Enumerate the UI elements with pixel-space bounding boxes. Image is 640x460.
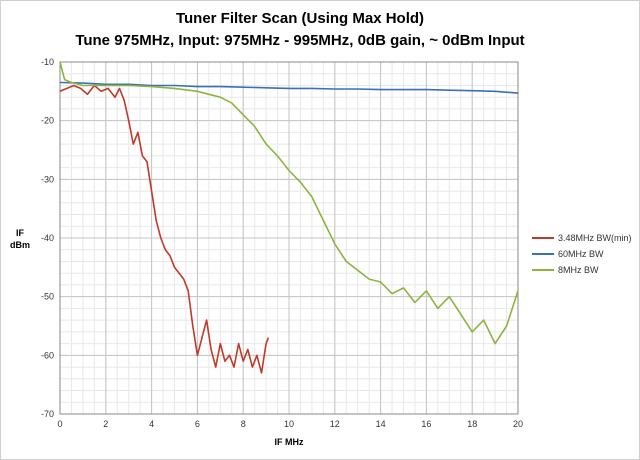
legend: 3.48MHz BW(min) 60MHz BW 8MHz BW xyxy=(532,233,632,275)
y-axis-title-line1: IF xyxy=(16,228,25,238)
plot-area-border xyxy=(59,61,519,415)
series-layer xyxy=(59,61,519,374)
x-tick-label: 8 xyxy=(241,419,246,429)
y-tick-label: -10 xyxy=(41,57,54,67)
y-tick-label: -20 xyxy=(41,116,54,126)
x-tick-label: 10 xyxy=(284,419,294,429)
legend-label-2: 60MHz BW xyxy=(558,249,604,259)
legend-label-3: 8MHz BW xyxy=(558,265,599,275)
x-tick-label: 2 xyxy=(103,419,108,429)
y-tick-label: -60 xyxy=(41,350,54,360)
series-line-3 xyxy=(59,61,519,345)
series-line-1 xyxy=(59,84,270,374)
y-tick-label: -30 xyxy=(41,174,54,184)
grid-layer xyxy=(59,61,519,415)
x-axis-title: IF MHz xyxy=(275,437,304,447)
x-tick-label: 0 xyxy=(57,419,62,429)
x-tick-label: 6 xyxy=(195,419,200,429)
chart-title: Tuner Filter Scan (Using Max Hold) xyxy=(176,10,424,27)
y-tick-label: -40 xyxy=(41,233,54,243)
x-tick-label: 20 xyxy=(513,419,523,429)
x-tick-label: 16 xyxy=(421,419,431,429)
tick-layer: 0 2 4 6 8 10 12 14 16 18 20 -10 -20 -30 -40 -50 -60 -70 xyxy=(41,57,523,429)
x-tick-label: 18 xyxy=(467,419,477,429)
y-tick-label: -50 xyxy=(41,292,54,302)
x-tick-label: 4 xyxy=(149,419,154,429)
x-tick-label: 14 xyxy=(376,419,386,429)
x-tick-label: 12 xyxy=(330,419,340,429)
chart-subtitle: Tune 975MHz, Input: 975MHz - 995MHz, 0dB… xyxy=(75,32,524,49)
legend-label-1: 3.48MHz BW(min) xyxy=(558,233,632,243)
y-axis-title-line2: dBm xyxy=(10,240,30,250)
series-line-2 xyxy=(59,81,519,94)
y-tick-label: -70 xyxy=(41,409,54,419)
